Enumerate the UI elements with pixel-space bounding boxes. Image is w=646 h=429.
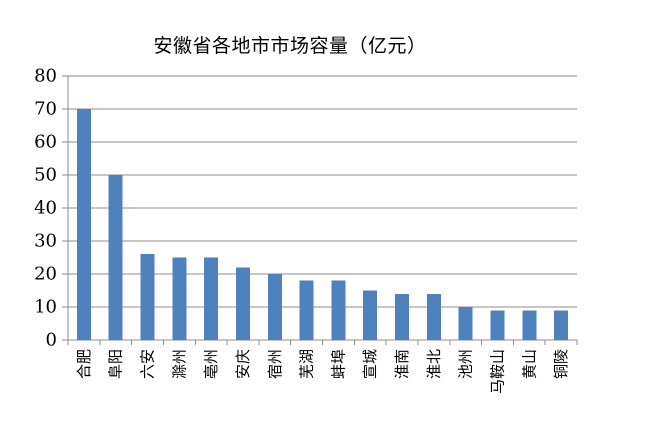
x-axis-category-label: 宣城 [361,349,379,379]
bar [299,280,314,340]
y-axis-tick-label: 0 [46,330,57,351]
bar [172,257,187,340]
x-axis-category-label: 池州 [457,349,475,379]
bar [554,310,569,340]
x-axis-category-label: 亳州 [202,349,220,379]
x-axis-category-label: 黄山 [520,349,538,379]
x-axis-category-label: 宿州 [266,349,284,379]
bar [108,175,123,340]
bar [363,290,378,340]
x-axis-category-label: 淮南 [393,349,411,379]
bar [204,257,219,340]
bar [458,307,473,340]
x-axis-category-label: 马鞍山 [488,349,506,394]
bar [395,293,410,340]
y-axis-tick-label: 40 [34,198,57,219]
bar [140,254,155,340]
x-axis-category-label: 芜湖 [298,349,316,379]
chart-title: 安徽省各地市市场容量（亿元） [153,35,427,57]
bar [522,310,537,340]
bar [426,293,441,340]
y-axis-tick-label: 60 [34,132,57,153]
y-axis-tick-label: 50 [34,165,57,186]
x-axis-category-label: 淮北 [425,349,443,379]
bar [76,109,91,340]
bar [267,274,282,340]
bar [490,310,505,340]
bar [331,280,346,340]
x-axis-category-label: 安庆 [234,349,252,379]
bar [235,267,250,340]
x-axis-category-label: 合肥 [75,349,93,379]
x-axis-category-label: 蚌埠 [329,349,347,379]
x-axis-category-label: 六安 [139,349,157,379]
y-axis-tick-label: 70 [34,99,57,120]
y-axis-tick-label: 80 [34,66,57,87]
x-axis-category-label: 阜阳 [107,349,125,379]
x-axis-category-label: 铜陵 [552,349,570,379]
x-axis-category-label: 滁州 [170,349,188,379]
y-axis-tick-label: 20 [34,264,57,285]
y-axis-tick-label: 30 [34,231,57,252]
y-axis-tick-label: 10 [34,297,57,318]
